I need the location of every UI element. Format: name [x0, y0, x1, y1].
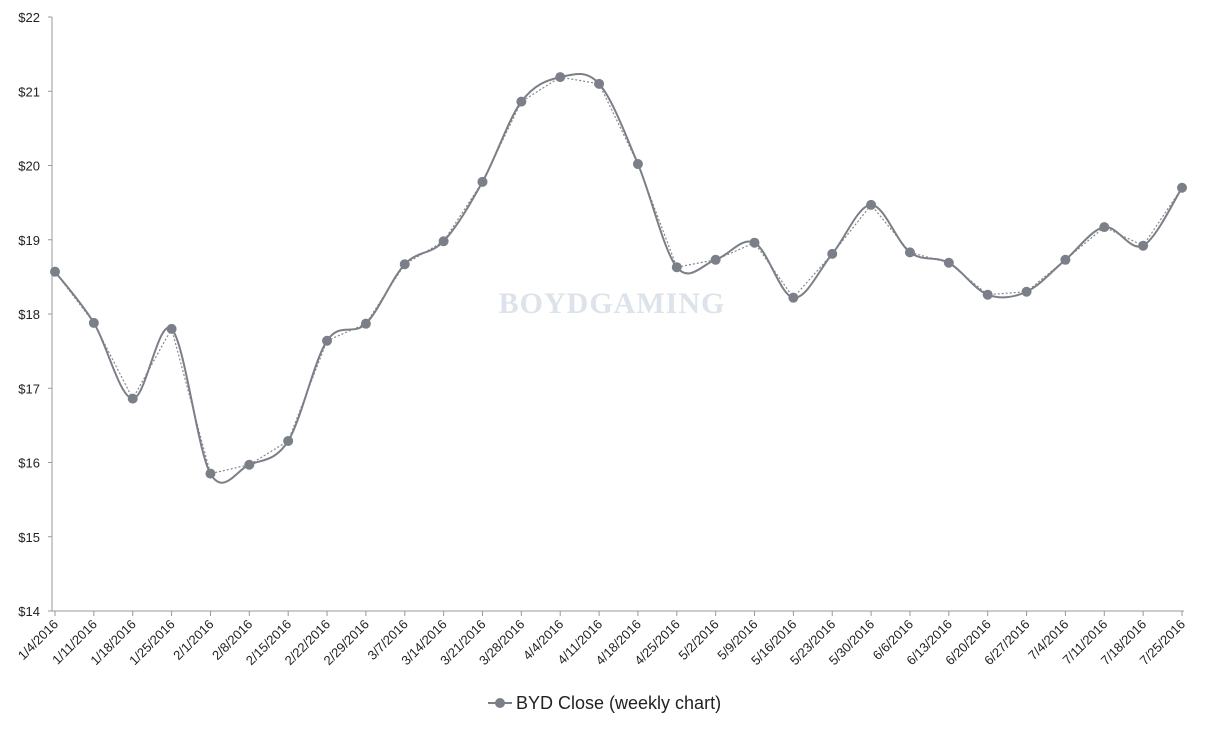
point	[205, 468, 216, 479]
point	[516, 96, 527, 107]
point	[127, 393, 138, 404]
point	[594, 78, 605, 89]
x-tick-label: 2/1/2016	[170, 617, 216, 663]
point	[438, 236, 449, 247]
watermark: BOYDGAMING	[499, 287, 726, 320]
point	[1177, 182, 1187, 193]
point	[788, 292, 799, 303]
point	[88, 317, 99, 328]
point	[477, 176, 488, 187]
y-tick-label: $21	[18, 84, 40, 99]
point	[904, 247, 915, 258]
y-tick-label: $17	[18, 381, 40, 396]
point	[710, 254, 721, 265]
point	[1138, 240, 1149, 251]
point	[671, 262, 682, 273]
straight-line	[54, 76, 1183, 475]
point	[632, 159, 643, 170]
point	[749, 237, 760, 248]
point	[555, 72, 566, 83]
legend-label: BYD Close (weekly chart)	[516, 693, 721, 713]
point	[166, 323, 177, 334]
x-tick-label: 5/2/2016	[675, 617, 721, 663]
y-tick-label: $15	[18, 530, 40, 545]
point	[283, 435, 294, 446]
point	[399, 259, 410, 270]
point	[244, 459, 255, 470]
point	[360, 318, 371, 329]
point	[943, 257, 954, 268]
point	[1021, 286, 1032, 297]
point	[322, 335, 333, 346]
point	[827, 248, 838, 259]
legend-marker	[495, 698, 505, 708]
point	[866, 199, 877, 210]
point	[982, 289, 993, 300]
y-tick-label: $14	[18, 604, 40, 619]
y-tick-label: $22	[18, 10, 40, 25]
line	[54, 72, 1183, 484]
point	[50, 266, 60, 277]
point	[1099, 222, 1110, 233]
y-tick-label: $16	[18, 456, 40, 471]
y-tick-label: $19	[18, 233, 40, 248]
point	[1060, 254, 1071, 265]
y-tick-label: $20	[18, 159, 40, 174]
y-tick-label: $18	[18, 307, 40, 322]
